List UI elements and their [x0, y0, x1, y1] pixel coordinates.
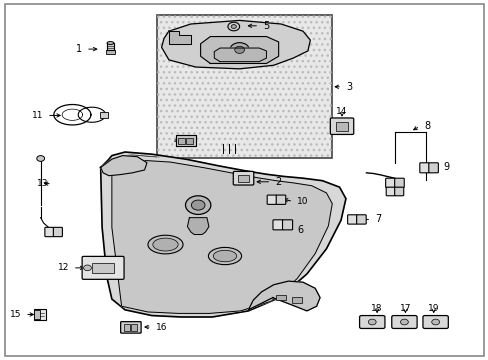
Circle shape [185, 196, 210, 215]
FancyBboxPatch shape [419, 163, 428, 173]
Polygon shape [161, 21, 310, 69]
Text: 19: 19 [427, 304, 439, 313]
Circle shape [191, 200, 204, 210]
FancyBboxPatch shape [394, 178, 404, 188]
Bar [276, 295, 285, 301]
Text: 7: 7 [374, 215, 381, 224]
Polygon shape [214, 48, 266, 62]
Bar [157, 15, 331, 158]
Polygon shape [187, 218, 208, 234]
Polygon shape [168, 31, 190, 44]
Text: 3: 3 [345, 82, 351, 92]
Ellipse shape [148, 235, 183, 254]
Text: 11: 11 [32, 111, 43, 120]
Text: 13: 13 [37, 179, 48, 188]
Text: 2: 2 [275, 177, 281, 187]
FancyBboxPatch shape [266, 195, 276, 204]
Bar [34, 310, 40, 319]
FancyBboxPatch shape [391, 316, 416, 328]
Text: 15: 15 [10, 310, 21, 319]
FancyBboxPatch shape [282, 220, 292, 230]
Circle shape [400, 319, 407, 325]
Text: 10: 10 [297, 197, 308, 206]
Bar [178, 138, 184, 144]
Polygon shape [112, 160, 331, 314]
Ellipse shape [208, 247, 241, 265]
Text: 14: 14 [336, 107, 347, 116]
FancyBboxPatch shape [394, 187, 403, 196]
Bar [157, 15, 331, 158]
FancyBboxPatch shape [347, 215, 356, 224]
Ellipse shape [107, 41, 114, 44]
FancyBboxPatch shape [422, 316, 447, 328]
Circle shape [431, 319, 439, 325]
FancyBboxPatch shape [428, 163, 437, 173]
Circle shape [227, 22, 239, 31]
FancyBboxPatch shape [121, 321, 141, 333]
Ellipse shape [153, 238, 178, 251]
Text: 17: 17 [399, 304, 410, 313]
Circle shape [229, 42, 249, 57]
Polygon shape [101, 152, 345, 317]
Circle shape [231, 24, 236, 28]
FancyBboxPatch shape [45, 227, 54, 237]
FancyBboxPatch shape [82, 256, 124, 279]
Circle shape [234, 46, 244, 53]
Text: 16: 16 [156, 323, 167, 332]
FancyBboxPatch shape [233, 171, 253, 185]
FancyBboxPatch shape [272, 220, 283, 230]
Text: 6: 6 [297, 225, 303, 235]
Ellipse shape [213, 250, 236, 262]
FancyBboxPatch shape [356, 215, 366, 224]
Text: 9: 9 [443, 162, 448, 172]
Polygon shape [200, 37, 278, 63]
Polygon shape [176, 135, 195, 146]
Text: 4: 4 [173, 136, 179, 145]
Circle shape [37, 156, 44, 161]
Bar [186, 138, 193, 144]
Bar [238, 175, 248, 182]
Text: 1: 1 [76, 44, 82, 54]
Polygon shape [101, 156, 147, 176]
Polygon shape [248, 281, 320, 311]
Bar [124, 324, 130, 330]
Circle shape [83, 265, 91, 271]
Text: 8: 8 [423, 121, 429, 131]
Bar [131, 324, 137, 330]
FancyBboxPatch shape [330, 118, 353, 134]
Text: 5: 5 [263, 21, 269, 31]
FancyBboxPatch shape [359, 316, 384, 328]
Text: 12: 12 [58, 264, 69, 273]
FancyBboxPatch shape [385, 178, 394, 188]
Bar [92, 263, 114, 273]
Bar [34, 309, 45, 320]
FancyBboxPatch shape [276, 195, 285, 204]
Circle shape [367, 319, 375, 325]
Bar [105, 50, 115, 54]
Bar [100, 112, 108, 118]
FancyBboxPatch shape [53, 227, 62, 237]
Bar [335, 122, 347, 131]
Polygon shape [107, 43, 114, 50]
FancyBboxPatch shape [386, 187, 394, 196]
Text: 18: 18 [370, 304, 382, 313]
Bar [292, 297, 302, 303]
